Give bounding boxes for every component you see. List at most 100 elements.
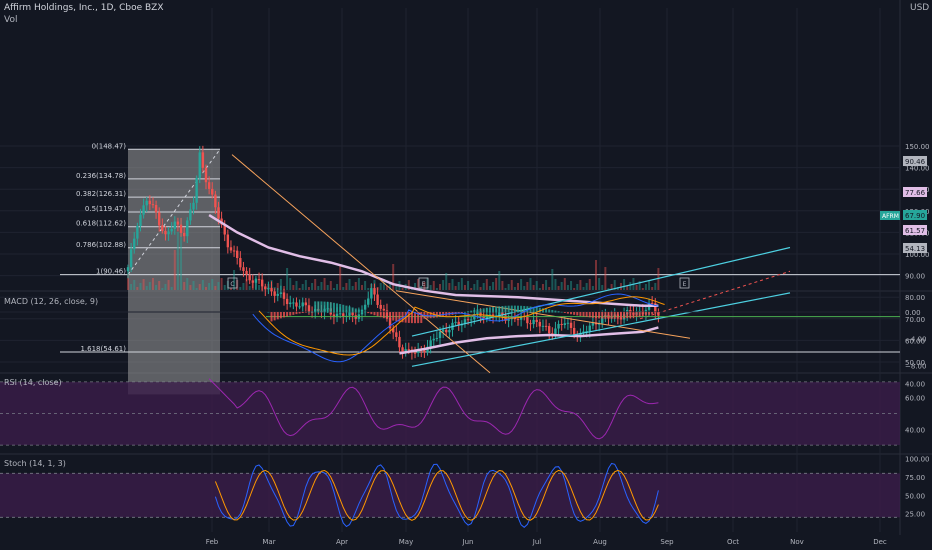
volume-bar <box>364 281 367 290</box>
volume-bar <box>435 288 438 290</box>
time-axis-tick: Mar <box>262 538 275 546</box>
macd-histogram-bar <box>526 306 529 313</box>
price-label-text: 77.66 <box>905 189 926 197</box>
volume-bar <box>654 283 657 290</box>
macd-histogram-bar <box>532 306 535 313</box>
volume-bar <box>520 279 523 290</box>
volume-bar <box>529 278 532 290</box>
volume-bar <box>473 284 476 290</box>
volume-bar <box>541 284 544 290</box>
candle-body <box>638 310 641 312</box>
candle-body <box>373 288 376 295</box>
price-label-badge <box>903 156 927 166</box>
macd-histogram-bar <box>382 312 385 319</box>
candle-body <box>198 152 201 179</box>
candle-body <box>145 200 148 206</box>
macd-histogram-bar <box>270 312 273 322</box>
macd-histogram-bar <box>320 301 323 313</box>
volume-bar <box>357 278 360 290</box>
volume-bar <box>498 271 501 290</box>
volume-bar <box>414 283 417 290</box>
candle-body <box>342 313 345 317</box>
price-axis-tick: 60.00 <box>905 337 925 345</box>
candle-body <box>182 232 186 237</box>
stoch-title: Stoch (14, 1, 3) <box>4 459 66 468</box>
macd-histogram-bar <box>585 312 588 317</box>
candle-body <box>601 316 604 324</box>
volume-bar <box>560 282 563 290</box>
time-axis-tick: Dec <box>873 538 887 546</box>
macd-histogram-bar <box>557 311 560 313</box>
volume-bar <box>538 288 541 290</box>
volume-bar <box>389 282 392 290</box>
volume-bar <box>214 286 217 290</box>
macd-histogram-bar <box>267 312 270 313</box>
macd-histogram-bar <box>566 312 569 314</box>
candle-body <box>498 311 501 316</box>
macd-histogram-bar <box>488 307 491 313</box>
volume-bar <box>361 285 363 290</box>
macd-histogram-bar <box>314 301 317 313</box>
candle-body <box>257 279 261 281</box>
macd-histogram-bar <box>498 306 501 313</box>
volume-bar <box>286 268 289 290</box>
volume-bar <box>510 280 513 290</box>
macd-histogram-bar <box>548 309 551 313</box>
volume-bar <box>545 280 548 290</box>
volume-bar <box>195 288 198 290</box>
volume-bar <box>283 286 285 290</box>
price-label-text: 61.57 <box>905 227 925 235</box>
candle-body <box>301 302 304 307</box>
volume-bar <box>451 279 454 290</box>
candle-body <box>470 319 473 321</box>
candle-body <box>304 302 308 306</box>
candle-body <box>189 209 192 221</box>
candle-body <box>423 350 426 353</box>
candle-body <box>370 288 373 299</box>
volume-bar <box>557 286 560 290</box>
candle-body <box>298 306 301 308</box>
price-axis-tick: 40.00 <box>905 381 925 389</box>
candle-body <box>657 312 660 316</box>
macd-histogram-bar <box>601 312 604 319</box>
macd-histogram-bar <box>361 310 363 313</box>
candle-body <box>588 325 591 332</box>
volume-bar <box>183 282 186 290</box>
time-axis-tick: Oct <box>727 538 739 546</box>
candle-body <box>136 225 139 239</box>
macd-histogram-bar <box>485 307 488 313</box>
time-axis-tick: Apr <box>336 538 348 546</box>
macd-histogram-bar <box>576 312 579 316</box>
candle-body <box>332 314 336 318</box>
time-axis-tick: Nov <box>790 538 804 546</box>
candle-body <box>516 319 520 321</box>
candle-body <box>279 292 283 294</box>
volume-bar <box>332 288 335 290</box>
candle-body <box>267 287 270 290</box>
candle-body <box>476 311 479 315</box>
candle-body <box>139 214 142 226</box>
macd-signal-line <box>258 296 665 356</box>
price-label-text: 90.46 <box>905 158 926 166</box>
candle-body <box>239 258 242 268</box>
price-label-badge <box>903 243 927 253</box>
candle-body <box>133 238 136 250</box>
volume-bar <box>548 287 551 290</box>
candle-body <box>164 230 167 235</box>
volume-bar <box>579 280 582 290</box>
volume-bar <box>127 274 129 290</box>
candle-body <box>248 274 251 281</box>
macd-histogram-bar <box>535 307 538 313</box>
macd-histogram-bar <box>348 306 351 313</box>
macd-histogram-bar <box>501 305 504 313</box>
candle-body <box>435 338 439 340</box>
candle-body <box>404 349 407 352</box>
volume-bar <box>573 288 576 290</box>
volume-bar <box>635 285 638 290</box>
candle-body <box>251 280 254 283</box>
fib-level-label: 1(90.46) <box>96 268 126 276</box>
candle-body <box>457 321 460 326</box>
candle-body <box>529 323 532 325</box>
resistance-trendline <box>395 290 691 339</box>
